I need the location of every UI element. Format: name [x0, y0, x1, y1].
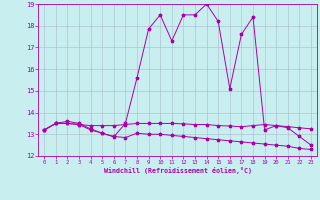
X-axis label: Windchill (Refroidissement éolien,°C): Windchill (Refroidissement éolien,°C): [104, 167, 252, 174]
